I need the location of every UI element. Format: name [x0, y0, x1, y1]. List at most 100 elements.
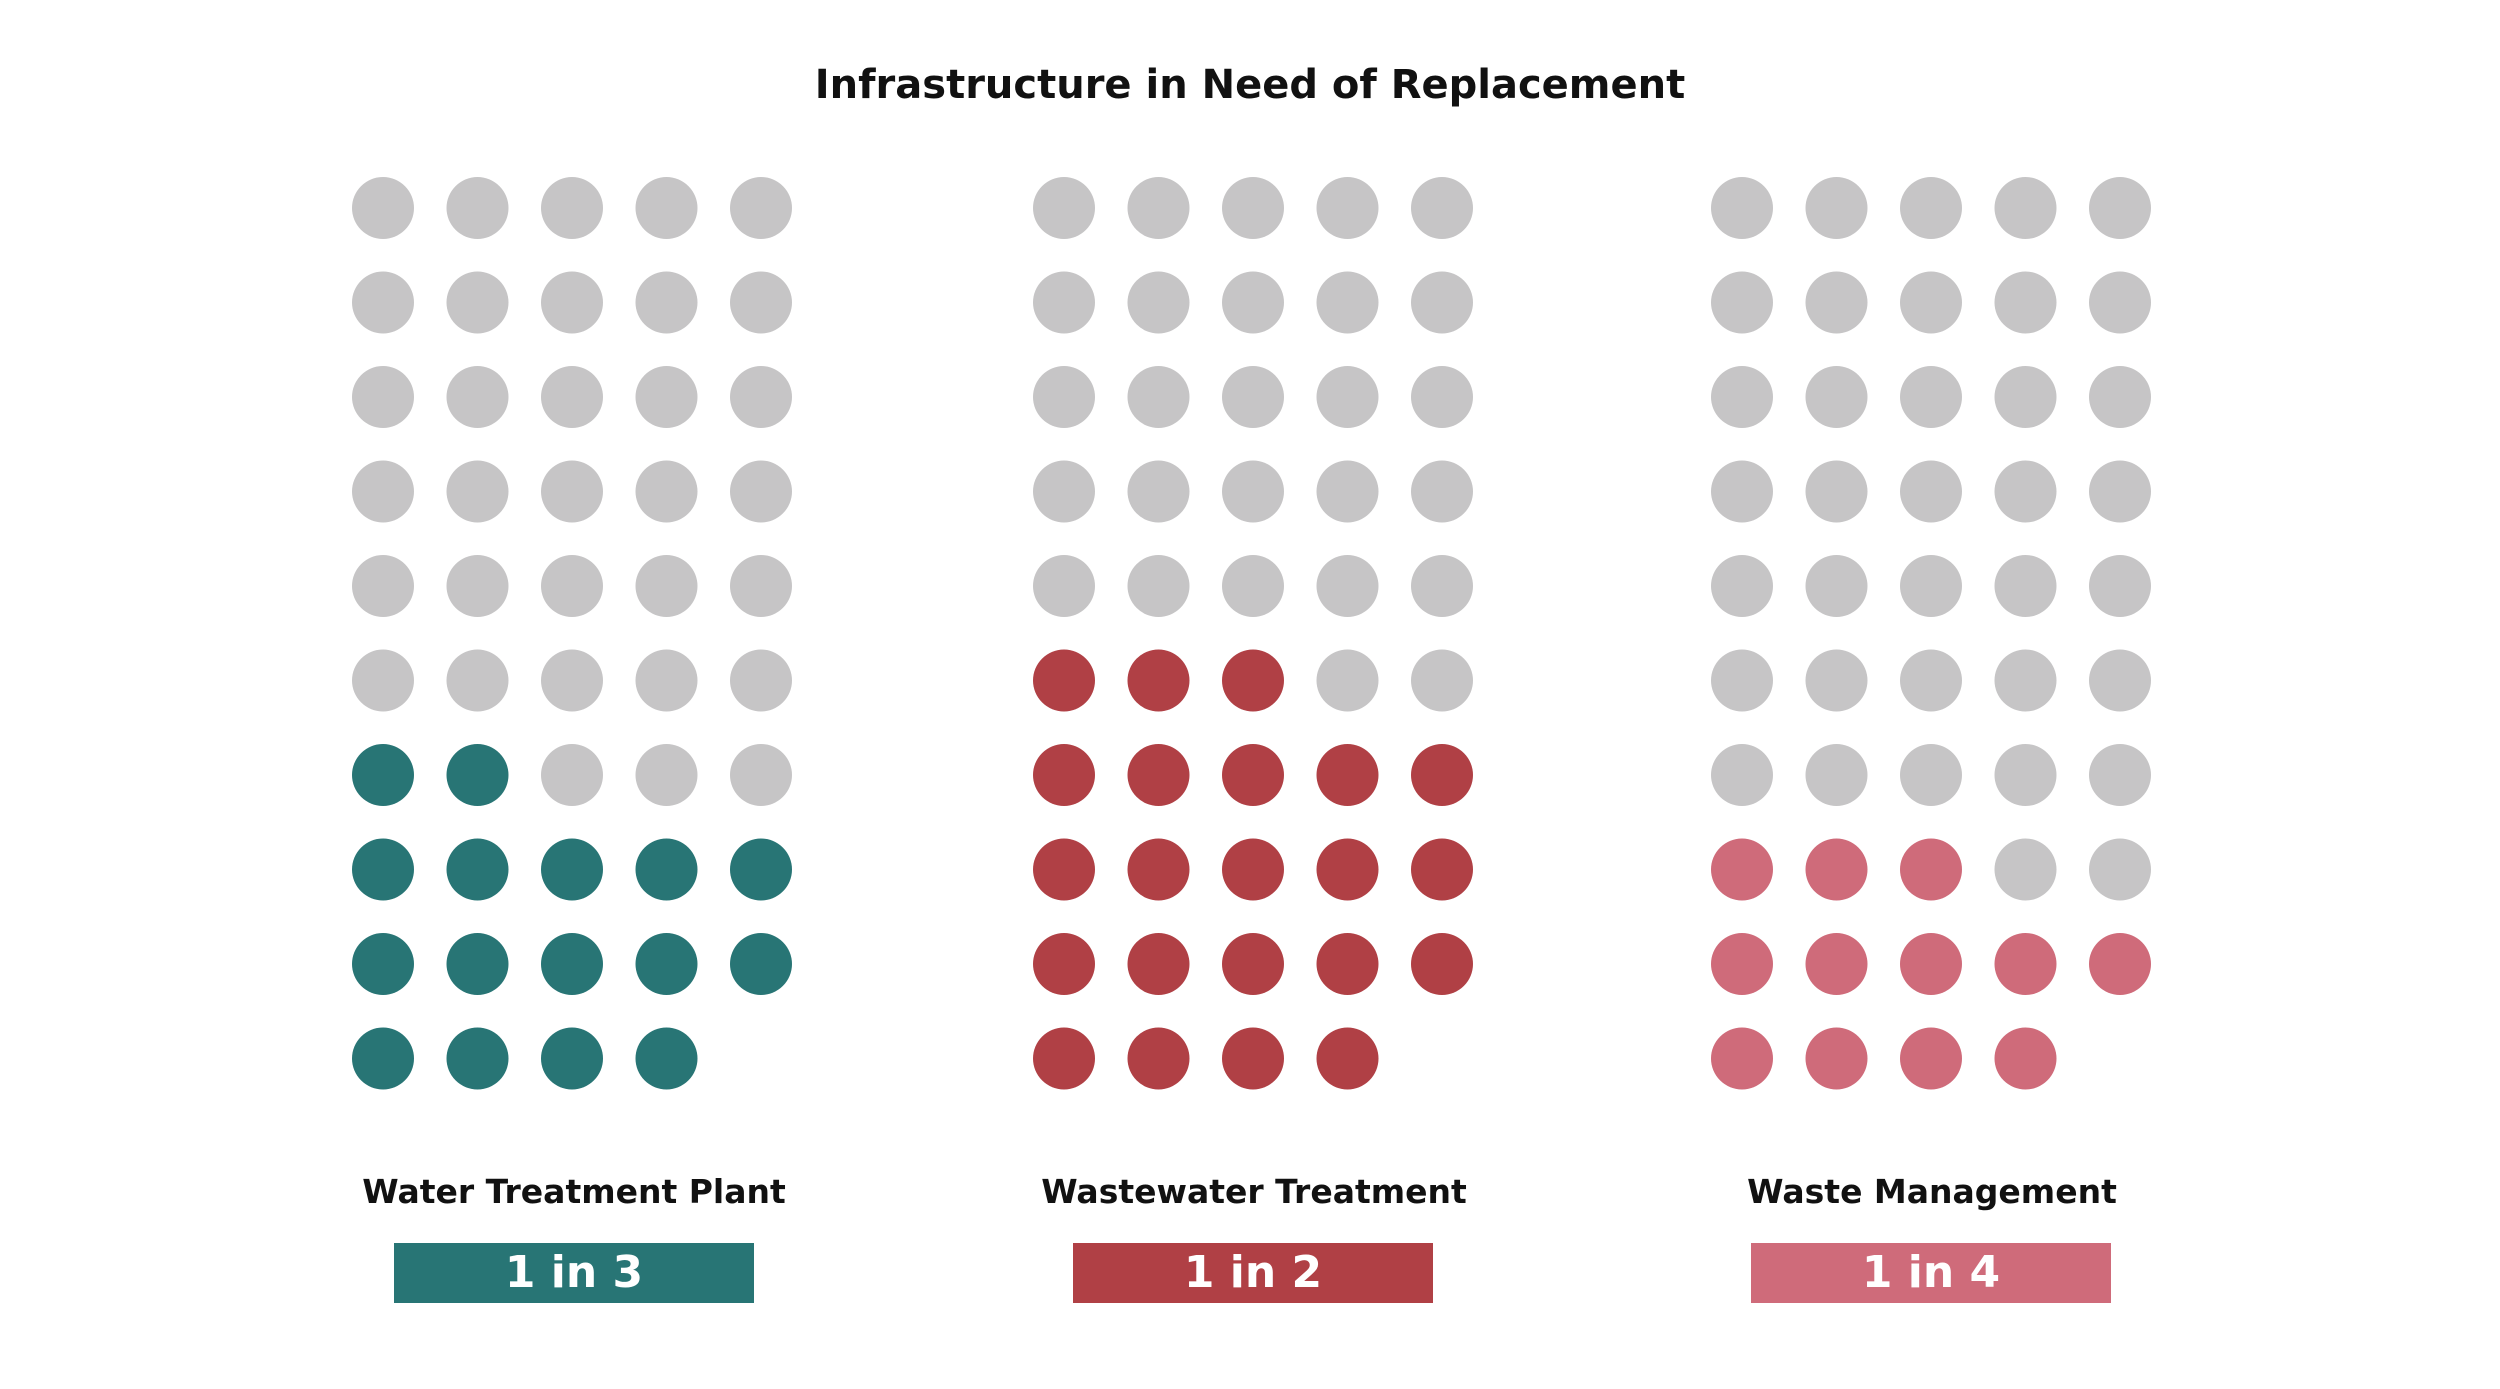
waffle-dot-water-treatment-inactive — [730, 177, 792, 239]
waffle-dot-water-treatment-inactive — [446, 271, 509, 334]
waffle-dot-waste-management-inactive — [1994, 744, 2057, 806]
waffle-dot-water-treatment-inactive — [730, 271, 792, 334]
waffle-dot-water-treatment-highlighted — [541, 1027, 603, 1090]
waffle-dot-waste-management-highlighted — [1994, 933, 2057, 995]
waffle-dot-wastewater-treatment-inactive — [1222, 271, 1284, 334]
waffle-dot-wastewater-treatment-highlighted — [1127, 1027, 1190, 1090]
waffle-dot-wastewater-treatment-inactive — [1316, 177, 1379, 239]
waffle-dot-waste-management-inactive — [1711, 177, 1773, 239]
waffle-dot-wastewater-treatment-inactive — [1033, 177, 1095, 239]
waffle-dot-waste-management-inactive — [1805, 366, 1868, 428]
waffle-dot-water-treatment-inactive — [352, 649, 414, 712]
waffle-dot-water-treatment-highlighted — [446, 933, 509, 995]
waffle-dot-wastewater-treatment-inactive — [1316, 271, 1379, 334]
ratio-badge-waste-management: 1 in 4 — [1751, 1243, 2111, 1303]
waffle-dot-waste-management-inactive — [2089, 177, 2151, 239]
waffle-dot-waste-management-inactive — [1711, 649, 1773, 712]
waffle-dot-wastewater-treatment-highlighted — [1127, 838, 1190, 901]
waffle-dot-wastewater-treatment-highlighted — [1222, 838, 1284, 901]
waffle-dot-water-treatment-highlighted — [635, 1027, 698, 1090]
waffle-dot-waste-management-inactive — [2089, 460, 2151, 523]
waffle-dot-waste-management-highlighted — [2089, 933, 2151, 995]
waffle-dot-water-treatment-inactive — [352, 555, 414, 617]
waffle-dot-water-treatment-inactive — [635, 271, 698, 334]
waffle-dot-waste-management-highlighted — [1900, 838, 1962, 901]
waffle-dot-water-treatment-inactive — [352, 366, 414, 428]
waffle-dot-wastewater-treatment-inactive — [1127, 366, 1190, 428]
waffle-dot-water-treatment-inactive — [635, 555, 698, 617]
waffle-dot-water-treatment-inactive — [730, 555, 792, 617]
waffle-dot-water-treatment-inactive — [352, 460, 414, 523]
waffle-dot-wastewater-treatment-inactive — [1316, 460, 1379, 523]
waffle-dot-water-treatment-inactive — [446, 177, 509, 239]
waffle-dot-wastewater-treatment-highlighted — [1411, 744, 1473, 806]
waffle-dot-water-treatment-inactive — [446, 366, 509, 428]
waffle-dot-water-treatment-inactive — [541, 555, 603, 617]
waffle-dot-water-treatment-inactive — [541, 649, 603, 712]
waffle-dot-water-treatment-inactive — [446, 649, 509, 712]
waffle-dot-wastewater-treatment-inactive — [1033, 271, 1095, 334]
waffle-dot-waste-management-inactive — [1805, 271, 1868, 334]
waffle-dot-water-treatment-highlighted — [730, 838, 792, 901]
waffle-dot-wastewater-treatment-highlighted — [1222, 1027, 1284, 1090]
waffle-dot-water-treatment-inactive — [635, 366, 698, 428]
waffle-dot-waste-management-highlighted — [1711, 838, 1773, 901]
waffle-dot-water-treatment-inactive — [541, 177, 603, 239]
waffle-dot-water-treatment-inactive — [635, 744, 698, 806]
waffle-dot-water-treatment-highlighted — [541, 933, 603, 995]
waffle-dot-wastewater-treatment-inactive — [1316, 555, 1379, 617]
waffle-dot-water-treatment-inactive — [730, 744, 792, 806]
waffle-dot-water-treatment-inactive — [730, 366, 792, 428]
waffle-dot-waste-management-inactive — [1900, 271, 1962, 334]
waffle-dot-waste-management-inactive — [1900, 649, 1962, 712]
waffle-dot-wastewater-treatment-inactive — [1127, 460, 1190, 523]
waffle-dot-waste-management-highlighted — [1711, 1027, 1773, 1090]
waffle-dot-waste-management-inactive — [2089, 555, 2151, 617]
waffle-dot-waste-management-highlighted — [1900, 1027, 1962, 1090]
panel-label-wastewater-treatment: Wastewater Treatment — [1041, 1172, 1467, 1211]
waffle-dot-wastewater-treatment-highlighted — [1316, 838, 1379, 901]
waffle-dot-wastewater-treatment-inactive — [1411, 460, 1473, 523]
waffle-dot-waste-management-inactive — [1994, 271, 2057, 334]
waffle-dot-wastewater-treatment-highlighted — [1127, 744, 1190, 806]
waffle-dot-waste-management-inactive — [2089, 366, 2151, 428]
waffle-dot-waste-management-inactive — [1994, 460, 2057, 523]
waffle-dot-waste-management-inactive — [1900, 744, 1962, 806]
waffle-dot-water-treatment-highlighted — [446, 1027, 509, 1090]
waffle-dot-water-treatment-inactive — [730, 649, 792, 712]
waffle-dot-water-treatment-highlighted — [730, 933, 792, 995]
waffle-dot-waste-management-inactive — [1711, 366, 1773, 428]
waffle-dot-wastewater-treatment-highlighted — [1222, 933, 1284, 995]
waffle-dot-wastewater-treatment-inactive — [1222, 177, 1284, 239]
waffle-dot-water-treatment-inactive — [635, 460, 698, 523]
waffle-dot-wastewater-treatment-highlighted — [1033, 744, 1095, 806]
waffle-dot-waste-management-highlighted — [1900, 933, 1962, 995]
waffle-dot-wastewater-treatment-inactive — [1127, 555, 1190, 617]
waffle-dot-wastewater-treatment-inactive — [1411, 177, 1473, 239]
waffle-dot-wastewater-treatment-highlighted — [1411, 933, 1473, 995]
waffle-dot-waste-management-inactive — [1805, 744, 1868, 806]
ratio-badge-wastewater-treatment: 1 in 2 — [1073, 1243, 1433, 1303]
waffle-dot-waste-management-inactive — [1711, 460, 1773, 523]
waffle-dot-wastewater-treatment-highlighted — [1316, 933, 1379, 995]
waffle-dot-water-treatment-inactive — [635, 177, 698, 239]
waffle-dot-waste-management-inactive — [1994, 177, 2057, 239]
waffle-dot-waste-management-inactive — [1900, 460, 1962, 523]
waffle-dot-water-treatment-inactive — [446, 460, 509, 523]
waffle-dot-water-treatment-highlighted — [352, 1027, 414, 1090]
waffle-dot-wastewater-treatment-inactive — [1033, 366, 1095, 428]
waffle-dot-wastewater-treatment-inactive — [1222, 555, 1284, 617]
waffle-dot-wastewater-treatment-inactive — [1411, 271, 1473, 334]
waffle-dot-water-treatment-inactive — [352, 177, 414, 239]
waffle-dot-water-treatment-highlighted — [352, 933, 414, 995]
chart-title: Infrastructure in Need of Replacement — [814, 62, 1686, 108]
waffle-dot-water-treatment-highlighted — [446, 838, 509, 901]
waffle-dot-wastewater-treatment-highlighted — [1222, 744, 1284, 806]
waffle-dot-waste-management-inactive — [2089, 649, 2151, 712]
waffle-dot-waste-management-inactive — [1805, 649, 1868, 712]
waffle-dot-waste-management-inactive — [1900, 555, 1962, 617]
waffle-dot-waste-management-inactive — [1900, 366, 1962, 428]
waffle-dot-wastewater-treatment-highlighted — [1222, 649, 1284, 712]
waffle-dot-water-treatment-highlighted — [541, 838, 603, 901]
waffle-dot-wastewater-treatment-inactive — [1222, 460, 1284, 523]
